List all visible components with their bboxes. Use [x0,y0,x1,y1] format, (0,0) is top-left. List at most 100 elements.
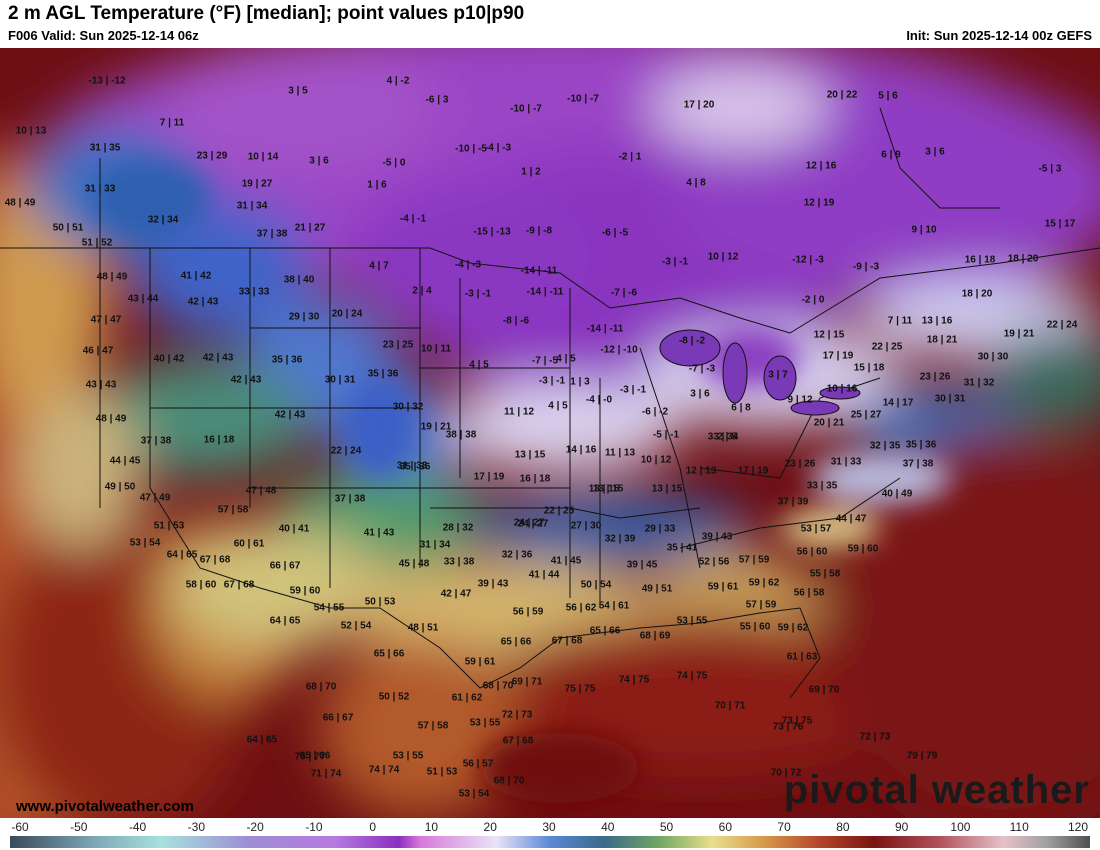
point-value: 1 | 3 [570,376,590,388]
point-value: 16 | 18 [964,254,996,266]
point-value: 53 | 57 [800,523,832,535]
point-value: 9 | 12 [787,394,813,406]
point-value: 42 | 43 [230,374,262,386]
point-value: 18 | 20 [1007,253,1039,265]
point-value: 39 | 43 [477,578,509,590]
point-value: -14 | -11 [586,323,624,335]
point-value: 29 | 33 [644,523,676,535]
point-value: 20 | 21 [813,417,845,429]
point-value: 21 | 27 [294,222,326,234]
point-value: 40 | 49 [881,488,913,500]
point-value: 38 | 40 [283,274,315,286]
point-value: 67 | 68 [223,579,255,591]
point-value: -10 | -7 [567,93,599,105]
point-value: 64 | 65 [269,615,301,627]
point-value: 61 | 63 [786,651,818,663]
point-value: 32 | 34 [147,214,179,226]
point-value: 4 | 5 [556,353,576,365]
point-value: 65 | 66 [500,636,532,648]
map-title: 2 m AGL Temperature (°F) [median]; point… [8,3,525,24]
colorbar-tick-label: -30 [187,820,205,834]
point-value: 72 | 73 [501,709,533,721]
colorbar-tick-label: 80 [836,820,850,834]
point-value: 18 | 21 [926,334,958,346]
point-value: 11 | 13 [604,447,636,459]
point-value: -4 | -1 [399,213,427,225]
point-value: 79 | 79 [906,750,938,762]
point-value: 4 | 8 [686,177,706,189]
point-value: 31 | 34 [236,200,268,212]
colorbar-tick-label: 20 [483,820,497,834]
point-value: 65 | 66 [589,625,621,637]
point-value: 50 | 54 [580,579,612,591]
point-value: -6 | -2 [641,406,669,418]
point-value: 59 | 62 [777,622,809,634]
point-value: 72 | 73 [859,731,891,743]
colorbar-tick-label: -40 [128,820,147,834]
point-value: 37 | 39 [777,496,809,508]
point-value: 59 | 61 [464,656,496,668]
point-value: -14 | -11 [526,286,564,298]
point-value: 33 | 34 [707,431,739,443]
point-value: 53 | 54 [129,537,161,549]
point-value: 4 | 5 [469,359,489,371]
point-value: 5 | 6 [878,90,898,102]
point-value: 13 | 16 [921,315,953,327]
point-value: 19 | 27 [241,178,273,190]
point-value: 17 | 19 [822,350,854,362]
point-value: 18 | 20 [961,288,993,300]
point-value: 56 | 57 [462,758,494,770]
point-value: 57 | 58 [417,720,449,732]
point-value: 64 | 65 [246,734,278,746]
point-value: 12 | 15 [813,329,845,341]
colorbar: -60 -50 -40 -30 -20 -10 0 10 20 30 40 50 60 70 80 90 100… [0,818,1100,850]
point-value: 47 | 47 [90,314,122,326]
point-value: 35 | 41 [666,542,698,554]
point-value: -4 | -3 [454,259,482,271]
point-value: 74 | 75 [676,670,708,682]
point-value: 3 | 6 [309,155,329,167]
point-value: 42 | 43 [202,352,234,364]
point-value: 15 | 18 [853,362,885,374]
point-value: 23 | 25 [382,339,414,351]
point-value: 23 | 26 [784,458,816,470]
point-value: 4 | -2 [386,75,410,87]
point-value: 16 | 18 [203,434,235,446]
point-value: 67 | 68 [199,554,231,566]
point-value: 56 | 62 [565,602,597,614]
point-value: 50 | 52 [378,691,410,703]
point-value: 9 | 10 [911,224,937,236]
point-value: -5 | -1 [652,429,680,441]
point-value: -10 | -7 [510,103,542,115]
point-value: 13 | 15 [588,483,620,495]
point-value: 57 | 59 [738,554,770,566]
point-value: 35 | 36 [367,368,399,380]
point-value: 47 | 49 [139,492,171,504]
point-value: 11 | 12 [503,406,535,418]
point-value: 45 | 48 [398,558,430,570]
colorbar-gradient [10,836,1090,848]
point-value: -14 | -11 [520,265,558,277]
point-value: 75 | 75 [564,683,596,695]
point-value: 15 | 17 [1044,218,1076,230]
colorbar-tick-label: -20 [246,820,264,834]
point-value: 44 | 45 [109,455,141,467]
point-value: 43 | 43 [85,379,117,391]
point-value: 10 | 11 [420,343,452,355]
point-value: 10 | 12 [707,251,739,263]
point-value: 37 | 38 [902,458,934,470]
point-value: 31 | 34 [419,539,451,551]
point-value: 42 | 43 [187,296,219,308]
point-value: -6 | 3 [425,94,449,106]
point-value: 17 | 19 [737,465,769,477]
colorbar-tick-label: 90 [894,820,909,834]
point-value: -10 | -5 [455,143,487,155]
point-value: 35 | 36 [399,461,431,473]
point-value: 51 | 53 [426,766,458,778]
point-value: 39 | 45 [626,559,658,571]
point-value: -8 | -6 [502,315,530,327]
point-value: 1 | 2 [521,166,541,178]
point-value: 10 | 12 [640,454,672,466]
point-value: 22 | 25 [871,341,903,353]
point-value: 53 | 54 [458,788,490,800]
